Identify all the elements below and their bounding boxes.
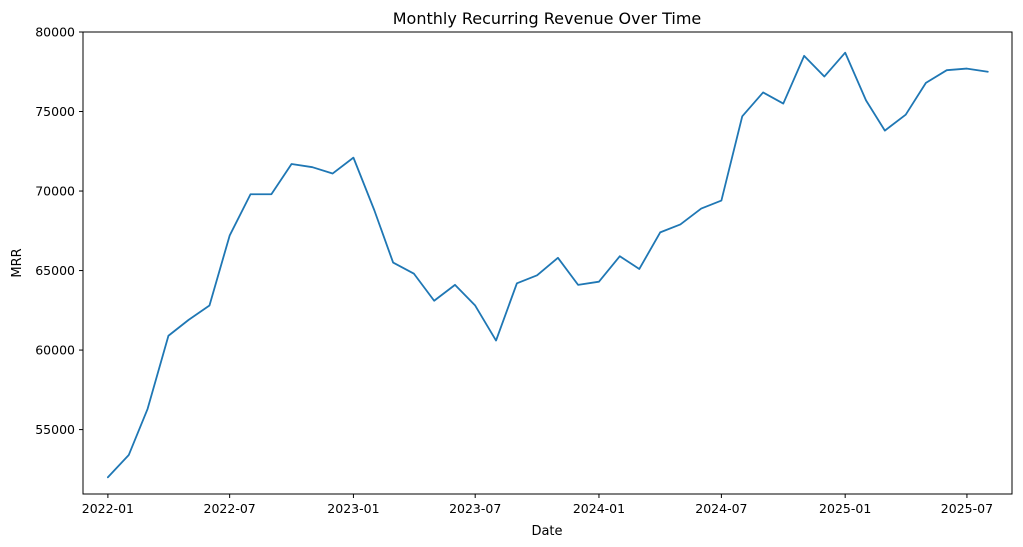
y-tick-label: 55000	[35, 422, 75, 437]
x-tick-label: 2025-01	[819, 501, 871, 516]
chart-title: Monthly Recurring Revenue Over Time	[393, 9, 702, 28]
y-tick-label: 60000	[35, 343, 75, 358]
x-axis-label: Date	[531, 524, 562, 539]
x-tick-label: 2023-01	[327, 501, 379, 516]
plot-frame	[82, 31, 1013, 495]
y-tick-label: 80000	[35, 25, 75, 40]
x-tick-label: 2024-07	[695, 501, 747, 516]
series-group	[106, 51, 989, 479]
y-tick-label: 65000	[35, 263, 75, 278]
y-axis-ticks: 55000 60000 65000 70000 75000 80000	[35, 25, 83, 437]
x-axis-ticks: 2022-01 2022-07 2023-01 2023-07 2024-01 2024-…	[82, 494, 993, 516]
x-tick-label: 2024-01	[573, 501, 625, 516]
y-tick-label: 70000	[35, 184, 75, 199]
x-tick-label: 2025-07	[941, 501, 993, 516]
y-tick-label: 75000	[35, 104, 75, 119]
x-tick-label: 2023-07	[449, 501, 501, 516]
series-line	[106, 51, 989, 479]
y-axis-label: MRR	[10, 248, 25, 277]
x-tick-label: 2022-01	[82, 501, 134, 516]
x-tick-label: 2022-07	[204, 501, 256, 516]
